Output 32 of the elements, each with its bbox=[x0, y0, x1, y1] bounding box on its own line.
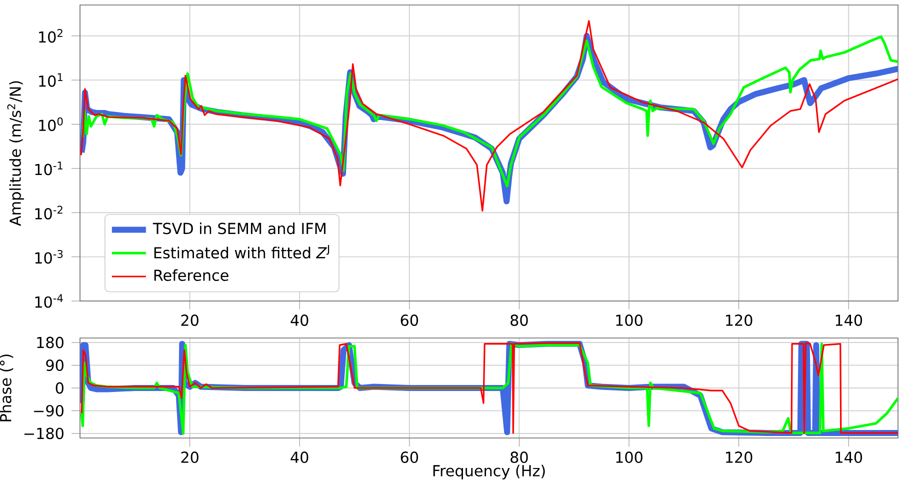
x-tick-label: 60 bbox=[400, 314, 418, 326]
legend-label: Estimated with fitted Z$^{J}$ bbox=[154, 244, 330, 259]
x-tick-label: 120 bbox=[726, 452, 752, 464]
x-tick-label: 80 bbox=[510, 452, 528, 464]
y-tick-label: 10$^{2}$ bbox=[39, 29, 62, 43]
x-tick-label: 140 bbox=[836, 452, 862, 464]
x-tick-label: 40 bbox=[290, 452, 308, 464]
x-tick-label: 100 bbox=[616, 314, 642, 326]
x-tick-label: 60 bbox=[400, 452, 418, 464]
y-tick-label: 90 bbox=[46, 360, 64, 371]
legend-label: TSVD in SEMM and IFM bbox=[152, 222, 326, 234]
y-tick-label: −90 bbox=[34, 404, 64, 416]
y-axis-title: Amplitude (m/s$^{2}$/N) bbox=[7, 81, 24, 226]
y-tick-label: 10$^{-1}$ bbox=[35, 162, 62, 176]
x-tick-label: 40 bbox=[290, 314, 308, 326]
y-tick-label: 0 bbox=[56, 382, 64, 394]
x-tick-label: 20 bbox=[181, 314, 198, 326]
y-axis-title: Phase (°) bbox=[0, 354, 14, 422]
y-tick-label: 10$^{0}$ bbox=[39, 117, 63, 132]
y-tick-label: 10$^{1}$ bbox=[39, 73, 62, 87]
x-axis-title: Frequency (Hz) bbox=[433, 464, 545, 480]
x-tick-label: 140 bbox=[836, 314, 862, 326]
y-tick-label: 10$^{-2}$ bbox=[35, 206, 62, 220]
x-tick-label: 120 bbox=[726, 314, 752, 326]
y-tick-label: 10$^{-4}$ bbox=[35, 294, 63, 308]
x-tick-label: 100 bbox=[616, 452, 642, 464]
y-tick-label: 180 bbox=[37, 336, 64, 348]
y-tick-label: −180 bbox=[24, 428, 64, 440]
y-tick-label: 10$^{-3}$ bbox=[35, 250, 63, 264]
legend-label: Reference bbox=[154, 269, 228, 281]
x-tick-label: 80 bbox=[510, 314, 528, 326]
x-tick-label: 20 bbox=[181, 452, 198, 464]
